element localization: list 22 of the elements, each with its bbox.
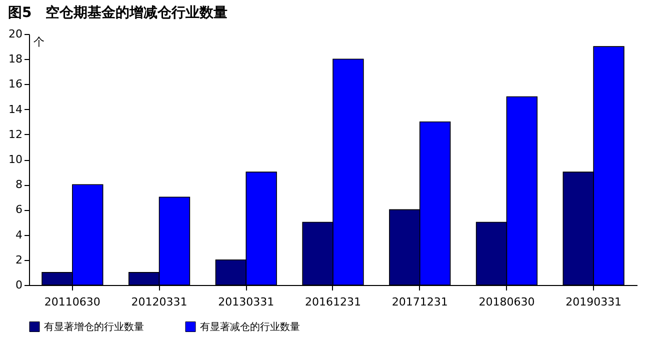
x-tick-label: 20120331 [131, 296, 188, 308]
y-tick-label: 20 [8, 28, 22, 40]
x-tick-label: 20130331 [218, 296, 274, 308]
x-tick-label: 20171231 [392, 296, 448, 308]
y-tick-label: 14 [8, 102, 22, 116]
y-tick-label: 16 [8, 78, 22, 91]
x-tick-label: 20180630 [478, 296, 535, 308]
y-tick-label: 2 [16, 253, 22, 266]
y-tick-label: 8 [16, 178, 22, 192]
chart-title: 图5 空仓期基金的增减仓行业数量 [8, 4, 228, 21]
y-tick-label: 4 [16, 228, 22, 242]
y-tick-label: 18 [8, 52, 22, 66]
x-tick-label: 20161231 [305, 296, 361, 308]
x-tick-label: 20110630 [44, 296, 100, 308]
x-tick-label: 20190331 [566, 296, 622, 308]
y-axis-title: 个 [34, 36, 44, 48]
y-tick-label: 10 [8, 153, 22, 166]
legend-label: 有显著减仓的行业数量 [200, 320, 300, 333]
legend-label: 有显著增仓的行业数量 [44, 320, 144, 333]
y-tick-label: 0 [16, 278, 22, 292]
y-tick-label: 12 [8, 128, 22, 141]
y-tick-label: 6 [16, 203, 22, 216]
